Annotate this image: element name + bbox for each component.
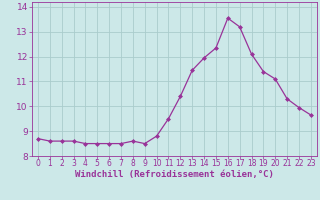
X-axis label: Windchill (Refroidissement éolien,°C): Windchill (Refroidissement éolien,°C) — [75, 170, 274, 179]
